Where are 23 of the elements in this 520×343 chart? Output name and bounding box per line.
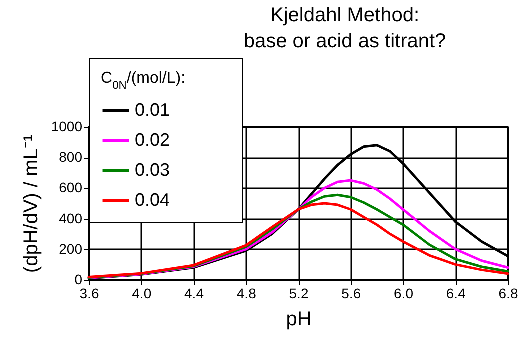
legend-label: 0.02 [135, 130, 170, 150]
y-tick-label: 800 [59, 149, 83, 166]
y-tick-label: 0 [74, 272, 83, 288]
x-tick-label: 5.2 [289, 286, 309, 302]
legend-label: 0.04 [135, 190, 170, 210]
x-tick-label: 6.4 [446, 286, 466, 302]
x-tick-label: 3.6 [80, 286, 100, 302]
x-tick-label: 4.4 [184, 286, 204, 302]
y-tick-label: 1000 [51, 118, 83, 134]
y-tick-label: 200 [59, 240, 83, 257]
chart-title: Kjeldahl Method: base or acid as titrant? [244, 4, 446, 52]
x-tick-label: 4.0 [132, 286, 152, 302]
y-tick-label: 400 [59, 210, 83, 226]
x-axis-title: pH [286, 308, 312, 330]
y-axis-title: (dpH/dV) / mL⁻¹ [20, 134, 42, 274]
legend-label: 0.03 [135, 160, 170, 180]
legend-label: 0.01 [135, 100, 170, 120]
x-tick-label: 6.8 [498, 286, 518, 302]
legend-title: C$_{0N}$/(mol/L): [101, 70, 186, 92]
y-tick-label: 600 [59, 180, 83, 196]
x-tick-label: 4.8 [236, 286, 257, 302]
x-tick-label: 5.6 [342, 286, 362, 302]
x-tick-label: 6.0 [394, 286, 414, 302]
